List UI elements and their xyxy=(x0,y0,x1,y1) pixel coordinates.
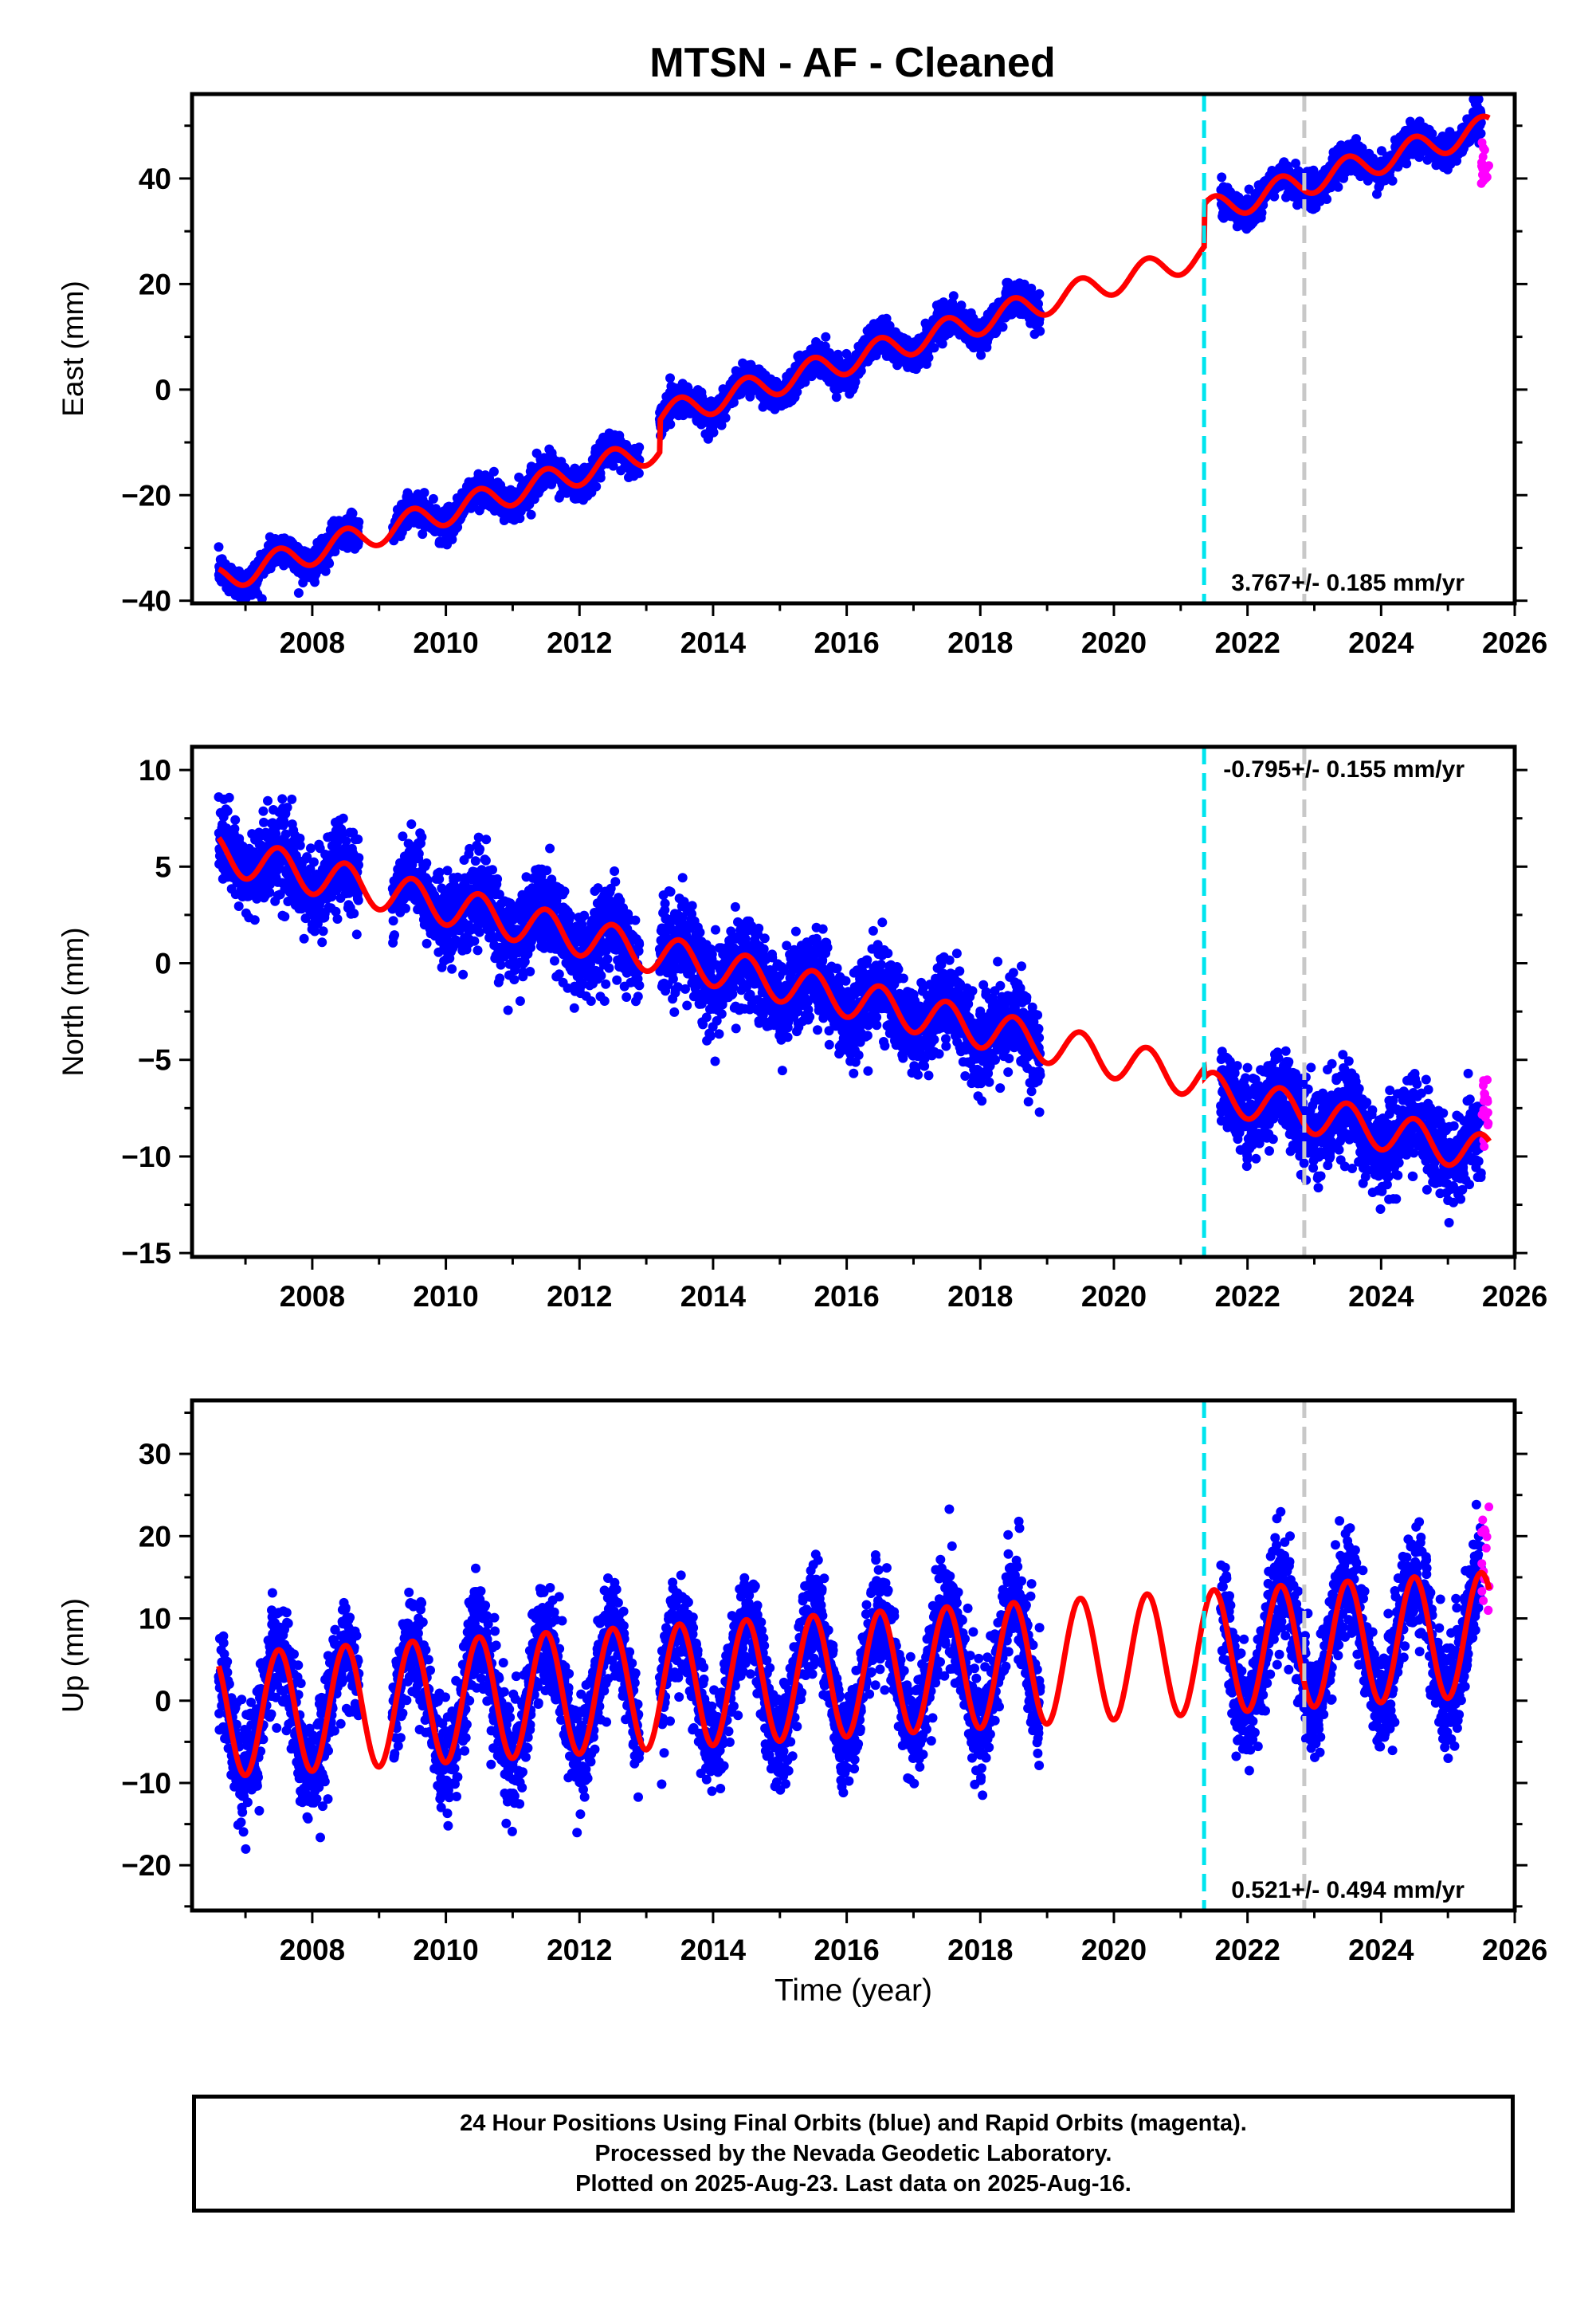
y-tick-label: −40 xyxy=(121,585,171,618)
data-point xyxy=(293,588,304,598)
data-point xyxy=(258,806,269,816)
rapid-point xyxy=(1482,172,1492,182)
final-orbit-points xyxy=(214,792,1493,1227)
data-point xyxy=(998,322,1008,332)
data-point xyxy=(821,332,831,342)
data-point xyxy=(633,468,644,478)
data-point xyxy=(923,352,934,363)
data-point xyxy=(1387,175,1398,186)
data-point xyxy=(1476,128,1486,139)
data-point xyxy=(1035,326,1045,336)
data-point xyxy=(265,887,275,897)
data-point xyxy=(229,823,240,834)
rapid-point xyxy=(1477,138,1487,147)
y-tick-label: 40 xyxy=(139,163,171,195)
x-tick-label: 2014 xyxy=(680,626,747,659)
y-tick-label: 0 xyxy=(155,374,171,406)
data-point xyxy=(320,566,331,576)
data-point xyxy=(447,534,457,544)
data-point xyxy=(608,461,618,471)
x-tick-label: 2024 xyxy=(1348,626,1414,659)
data-point xyxy=(324,559,335,568)
data-point xyxy=(665,419,676,430)
data-point xyxy=(1333,182,1343,192)
data-point xyxy=(257,594,267,603)
data-point xyxy=(277,794,288,804)
y-tick-label: 20 xyxy=(139,268,171,300)
data-point xyxy=(230,815,241,825)
data-point xyxy=(1217,172,1227,183)
data-point xyxy=(214,542,224,552)
data-point xyxy=(595,473,606,483)
data-point xyxy=(929,343,939,353)
x-tick-label: 2016 xyxy=(814,626,879,659)
data-point xyxy=(708,427,719,438)
x-tick-label: 2008 xyxy=(280,626,345,659)
data-point xyxy=(526,509,536,520)
east-panel: 2008 2010 2012 2014 2016 2018 2020 2022 2024 2026… xyxy=(57,92,1547,659)
data-point xyxy=(354,517,364,527)
x-tick-label: 2026 xyxy=(1482,626,1547,659)
data-point xyxy=(310,577,320,587)
rapid-point xyxy=(1478,164,1488,174)
data-point xyxy=(488,466,499,477)
data-point xyxy=(1322,194,1332,204)
data-point xyxy=(222,806,233,816)
data-point xyxy=(514,472,524,482)
y-tick-label: −20 xyxy=(121,479,171,512)
data-point xyxy=(249,915,260,925)
data-point xyxy=(343,543,353,553)
y-axis-label: East (mm) xyxy=(57,281,89,417)
data-point xyxy=(831,392,841,403)
data-point xyxy=(665,373,675,383)
data-point xyxy=(347,509,358,519)
data-point xyxy=(263,795,273,806)
x-tick-label: 2018 xyxy=(947,626,1013,659)
data-point xyxy=(224,792,234,803)
x-tick-label: 2010 xyxy=(413,626,478,659)
final-orbit-points xyxy=(214,94,1493,603)
data-point xyxy=(720,413,731,423)
data-point xyxy=(428,493,438,504)
x-tick-label: 2012 xyxy=(547,626,612,659)
data-point xyxy=(233,901,244,911)
north-panel: 2008 2010 2012 2014 2016 2018 2020 2022 2024 2026… xyxy=(57,744,1547,1313)
data-point xyxy=(948,291,959,301)
data-point xyxy=(515,513,525,524)
data-point xyxy=(419,488,429,498)
data-point xyxy=(634,442,645,453)
velocity-annotation: 3.767+/- 0.185 mm/yr xyxy=(1231,570,1465,596)
x-tick-label: 2022 xyxy=(1214,626,1280,659)
chart-title: MTSN - AF - Cleaned xyxy=(649,40,1055,86)
data-point xyxy=(1034,289,1045,299)
x-tick-label: 2020 xyxy=(1081,626,1147,659)
data-point xyxy=(591,481,602,492)
